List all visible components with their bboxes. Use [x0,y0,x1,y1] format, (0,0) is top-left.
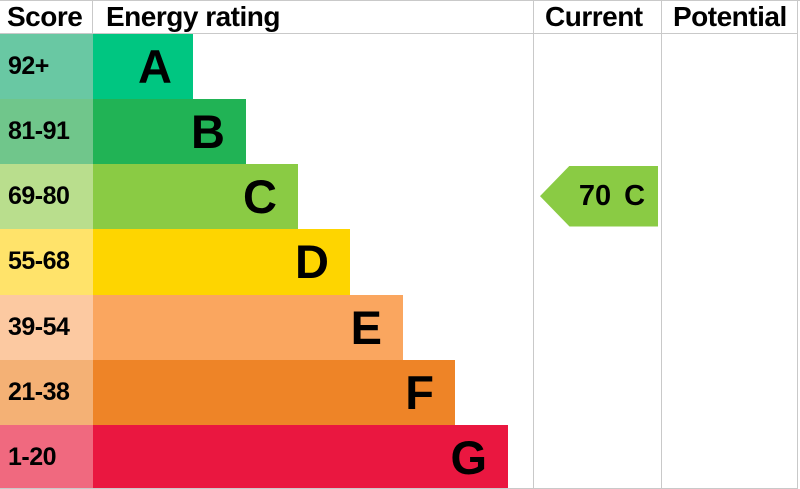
energy-rating-header-label: Energy rating [106,1,280,32]
rating-bar: G [93,424,508,489]
rating-bar: A [93,34,193,100]
score-cell: 92+ [0,34,93,100]
band-row-e: 39-54 E [0,294,533,360]
score-cell: 1-20 [0,424,93,489]
current-band-letter: C [624,179,646,212]
score-header-label: Score [7,1,83,32]
score-cell: 81-91 [0,99,93,165]
band-row-g: 1-20 G [0,424,533,489]
rating-bar: F [93,359,455,425]
rating-bar: D [93,229,350,295]
current-column-header: Current [534,1,661,34]
current-rating-arrow: 70 C [540,165,658,227]
energy-rating-column-header: Energy rating [93,1,533,33]
band-row-f: 21-38 F [0,359,533,425]
score-column-header: Score [0,1,93,33]
potential-column: Potential [661,1,798,489]
table-header-row: Score Energy rating [0,1,533,34]
potential-header-label: Potential [673,1,787,32]
rating-bar: C [93,164,298,230]
band-row-a: 92+ A [0,34,533,100]
potential-column-body [662,34,797,489]
score-cell: 55-68 [0,229,93,295]
band-row-c: 69-80 C [0,164,533,230]
band-row-d: 55-68 D [0,229,533,295]
current-score-value: 70 [578,179,612,212]
rating-bar: E [93,294,403,360]
current-header-label: Current [545,1,643,32]
current-column: Current [533,1,661,489]
potential-column-header: Potential [662,1,797,34]
score-cell: 21-38 [0,359,93,425]
current-column-body [534,34,661,489]
score-cell: 69-80 [0,164,93,230]
rating-bar: B [93,99,246,165]
score-cell: 39-54 [0,294,93,360]
rating-table: Score Energy rating 92+ A 81-91 B 69-80 … [0,1,533,489]
band-row-b: 81-91 B [0,99,533,165]
